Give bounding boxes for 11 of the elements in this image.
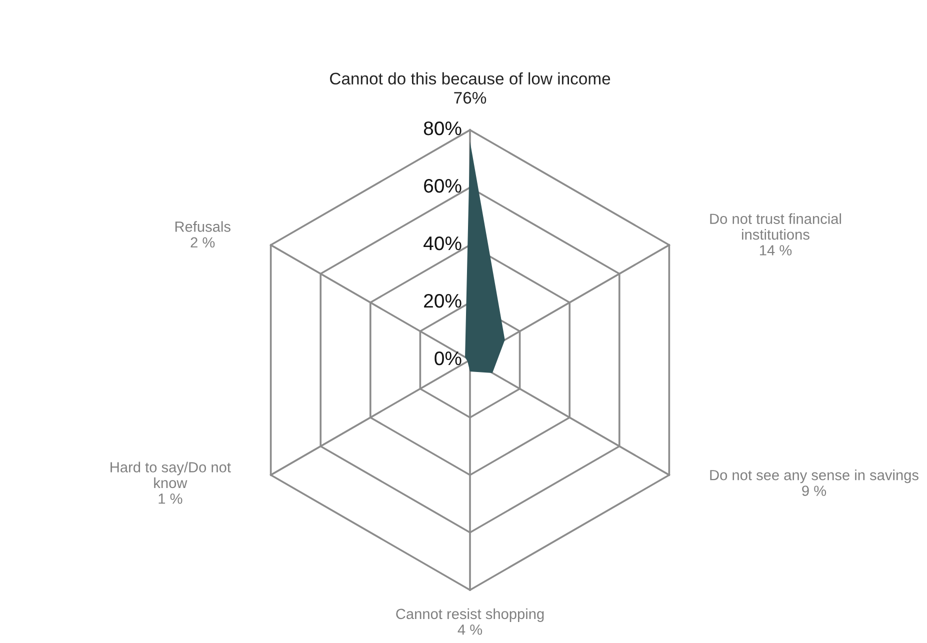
- y-tick-label: 60%: [424, 178, 462, 193]
- y-tick-label: 0%: [434, 351, 462, 366]
- spoke-label: Cannot resist shopping 4 %: [396, 608, 544, 635]
- spoke-label: Hard to say/Do not know 1 %: [110, 462, 231, 504]
- spoke-label: Do not see any sense in savings 9 %: [710, 470, 918, 496]
- y-tick-label: 80%: [424, 121, 462, 136]
- spoke-label: Do not trust financial institutions 14 %: [710, 213, 841, 256]
- spoke-label: Cannot do this because of low income 76%: [330, 72, 610, 104]
- spoke-label: Refusals 2 %: [175, 221, 230, 248]
- y-tick-label: 20%: [424, 294, 462, 308]
- y-tick-label: 40%: [424, 236, 462, 250]
